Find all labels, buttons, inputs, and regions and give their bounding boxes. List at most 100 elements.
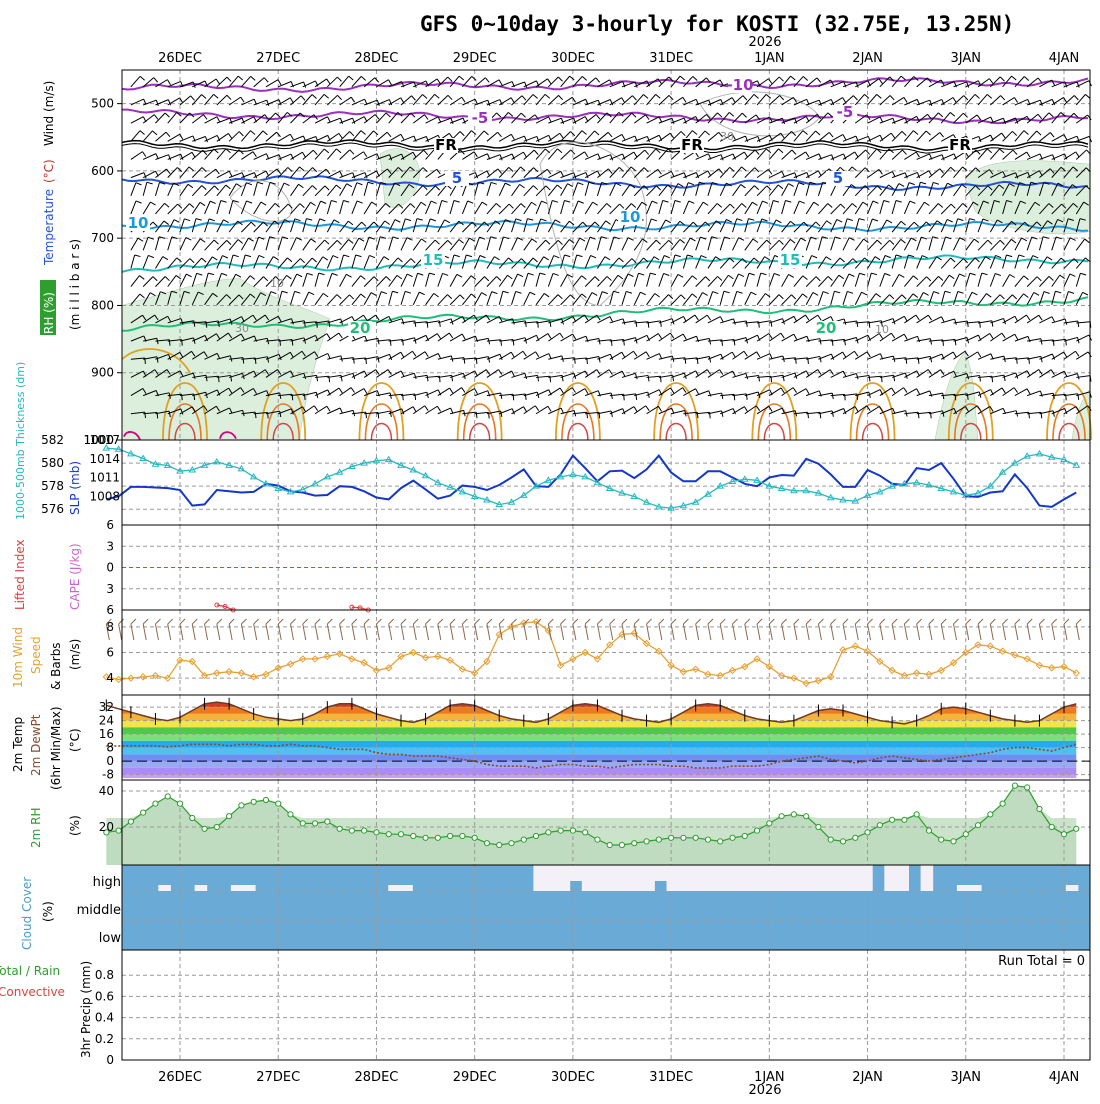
wind-barb-flag — [929, 100, 933, 107]
wind-barb-flag — [283, 182, 290, 187]
wind-barb-flag — [363, 151, 368, 158]
wind-barb — [928, 316, 942, 324]
rh2m-marker — [950, 838, 957, 845]
wind-barb — [228, 239, 239, 251]
wind-barb-flag — [274, 202, 280, 208]
wind-barb — [633, 185, 645, 197]
wind-barb — [535, 168, 548, 179]
wind-barb-flag — [646, 136, 650, 143]
wind-barb-flag — [989, 169, 994, 175]
wind-barb-flag — [680, 294, 686, 300]
wind-barb-flag — [352, 172, 356, 179]
wind-barb — [1063, 320, 1078, 324]
rh2m-area-high — [106, 785, 1077, 865]
wind-barb — [425, 185, 436, 197]
isotherm-freezing-double — [121, 142, 1089, 154]
wind-barb — [597, 410, 612, 415]
wind-barb — [585, 411, 600, 415]
wind-barb-flag — [950, 203, 956, 209]
wind-barb-flag — [754, 167, 760, 173]
wind-barb — [609, 203, 620, 215]
wind-barb-flag — [576, 254, 583, 258]
wind-barb — [768, 95, 780, 106]
wind-barb — [425, 200, 432, 215]
wind-barb — [707, 353, 722, 360]
wind-barb-flag — [515, 290, 522, 294]
wind-barb-flag — [613, 236, 620, 240]
wind-barb — [781, 131, 792, 142]
wind-barb — [302, 391, 317, 397]
wind-barb — [425, 293, 435, 306]
rh2m-marker — [938, 836, 945, 843]
precip-convective-axis-title: Convective — [0, 985, 65, 999]
wind-barb — [842, 320, 857, 324]
wind-barb — [572, 130, 583, 142]
year-label-top: 2026 — [748, 35, 781, 50]
wind-barb-flag — [311, 94, 317, 99]
wind-barb-flag — [447, 294, 453, 300]
wind-barb — [449, 149, 461, 160]
wind-barb-flag — [913, 130, 919, 135]
wind-barb — [928, 182, 934, 196]
wind-barb — [634, 374, 649, 378]
wind-barb-flag — [300, 95, 306, 101]
wind-barb — [707, 291, 714, 305]
thickness-marker — [139, 454, 148, 461]
wind-barb-flag — [363, 314, 368, 321]
wind-barb-flag — [830, 353, 835, 360]
wind-barb — [253, 292, 262, 306]
thickness-marker — [679, 501, 688, 509]
wind-barb-flag — [1063, 134, 1068, 141]
wind-barb — [1076, 391, 1090, 397]
wind-barb-flag — [878, 333, 883, 339]
wind-barb — [327, 117, 341, 124]
wind-barb — [560, 220, 570, 233]
wind-barb — [388, 133, 402, 142]
wind-barb — [646, 256, 655, 269]
wind-barb — [167, 167, 178, 178]
wind-barb-flag — [176, 257, 182, 263]
wind-barb — [216, 219, 224, 233]
wind-barb — [879, 355, 894, 360]
wind-barb — [940, 134, 954, 142]
wind-barb-flag — [287, 257, 293, 263]
surface-wind-barb-flag — [977, 618, 984, 625]
thickness-marker — [691, 498, 700, 505]
wind-barb-flag — [461, 96, 466, 103]
wind10-marker — [434, 652, 442, 661]
wind-barb-flag — [175, 275, 182, 280]
wind-barb — [155, 392, 170, 397]
wind-barb — [474, 99, 488, 106]
wind-barb — [523, 135, 538, 142]
wind-barb-flag — [1055, 290, 1062, 294]
wind-barb — [965, 351, 978, 360]
wind-barb-flag — [606, 112, 612, 118]
wind-barb — [363, 221, 375, 233]
wind-barb — [1051, 351, 1064, 360]
wind-barb — [584, 130, 595, 142]
wind-barb-flag — [736, 218, 743, 222]
wind-barb — [597, 276, 608, 287]
wind-barb-flag — [773, 200, 780, 203]
wind-barb — [155, 168, 167, 179]
wind-barb — [989, 184, 1000, 197]
wind-barb-flag — [790, 238, 796, 244]
wind-barb-flag — [811, 255, 818, 259]
rh2m-marker — [385, 831, 392, 838]
wind-barb — [769, 171, 783, 179]
wind-barb-flag — [496, 276, 502, 281]
warm-contour — [358, 382, 405, 441]
thickness-marker — [986, 482, 995, 489]
wind-barb — [1051, 291, 1056, 305]
wind-barb — [265, 353, 280, 360]
wind-barb-flag — [743, 350, 748, 357]
wind-barb-flag — [1021, 237, 1028, 242]
isotherm-label-bg — [814, 321, 838, 336]
wind-barb-flag — [289, 97, 294, 104]
wind10-marker — [704, 670, 712, 679]
rh2m-marker — [999, 800, 1006, 807]
wind-barb-flag — [876, 148, 882, 154]
wind-barb-flag — [842, 351, 847, 358]
surface-wind-barb-flag — [142, 618, 149, 625]
wind-barb — [965, 218, 970, 233]
